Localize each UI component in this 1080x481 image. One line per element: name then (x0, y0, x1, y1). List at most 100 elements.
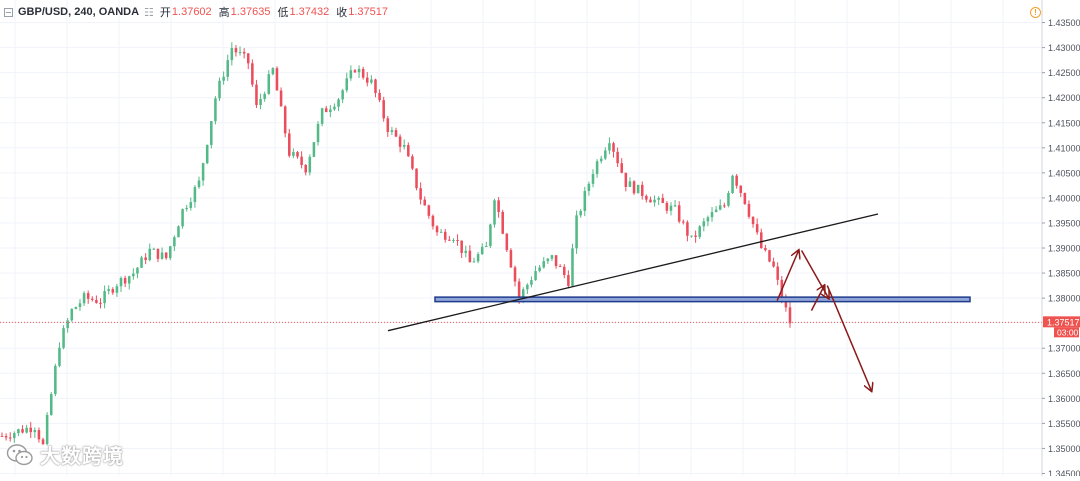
candle-body (144, 257, 147, 260)
candle-body (283, 106, 287, 134)
candle (226, 54, 230, 81)
price-tick-label: 1.41000 (1048, 143, 1080, 153)
candle-body (690, 235, 693, 237)
candle (632, 180, 636, 195)
candle (78, 299, 82, 311)
candle-body (25, 427, 28, 433)
candle-body (407, 145, 410, 157)
low-label: 低 (277, 7, 289, 19)
candle-body (788, 307, 792, 324)
candle (415, 168, 418, 191)
candle-body (624, 172, 628, 187)
price-tick-label: 1.37000 (1048, 344, 1080, 354)
candle-body (304, 164, 307, 173)
candle (136, 267, 139, 279)
settings-gear-icon[interactable]: ☷ (144, 6, 154, 19)
candle (127, 275, 131, 290)
candle-body (468, 250, 472, 263)
candle (743, 192, 747, 205)
current-price-label: 1.37517 (1047, 317, 1080, 327)
candle (645, 194, 648, 203)
candle (189, 197, 193, 211)
price-tick-label: 1.39000 (1048, 244, 1080, 254)
candle-body (612, 143, 615, 152)
candle (608, 137, 611, 155)
clock-alert-icon[interactable]: ! (1030, 7, 1041, 18)
price-axis[interactable]: 1.43500 1.43000 1.42500 1.42000 1.41500 1.410… (1042, 18, 1080, 479)
price-tick-label: 1.38000 (1048, 294, 1080, 304)
candle-body (649, 199, 652, 203)
candle (320, 107, 324, 127)
candle-body (0, 435, 4, 437)
candle (333, 103, 336, 111)
candle (37, 427, 41, 443)
candle (509, 248, 513, 268)
candle-body (214, 98, 217, 122)
candle (341, 88, 344, 104)
candle-body (653, 199, 656, 203)
candle-body (423, 199, 427, 206)
candle (86, 290, 90, 304)
candle-body (727, 193, 730, 206)
candle (210, 121, 213, 149)
candle-body (267, 74, 271, 94)
candle-body (398, 136, 402, 147)
candle (423, 196, 427, 206)
candle (390, 126, 394, 136)
candle-body (156, 248, 160, 259)
candle-body (743, 193, 747, 204)
candle (214, 96, 217, 125)
candle-body (353, 70, 357, 73)
candle (530, 276, 533, 288)
candle-body (300, 156, 303, 165)
candle (8, 432, 12, 442)
candle (554, 255, 558, 269)
candle (173, 235, 176, 252)
candle-body (628, 181, 632, 187)
candle-body (583, 190, 587, 211)
candle (497, 197, 500, 218)
candle (99, 298, 102, 309)
drawings[interactable] (0, 213, 1042, 391)
candle (710, 207, 714, 222)
collapse-icon[interactable] (4, 7, 13, 17)
candle-body (4, 436, 8, 438)
candle-body (534, 271, 537, 281)
candle (624, 172, 628, 192)
candle (690, 235, 693, 238)
candle-body (8, 437, 12, 439)
gridlines (0, 0, 1042, 476)
candle-body (505, 233, 509, 251)
candle-body (747, 203, 751, 217)
candle-body (755, 224, 759, 233)
candle-body (554, 255, 558, 267)
candle-body (521, 289, 525, 299)
candle (513, 265, 517, 287)
candle-body (386, 118, 390, 132)
price-tick-label: 1.40000 (1048, 193, 1080, 203)
candle-body (702, 221, 706, 227)
candle (45, 412, 49, 446)
candle-body (382, 100, 385, 119)
candle-body (645, 195, 648, 200)
candle (727, 190, 730, 208)
candle (370, 75, 373, 85)
price-tick-label: 1.41500 (1048, 118, 1080, 128)
symbol-title[interactable]: GBP/USD, 240, OANDA (18, 6, 140, 18)
candle-body (45, 414, 49, 445)
candle-body (567, 274, 570, 286)
high-label: 高 (218, 7, 230, 19)
candle (546, 258, 550, 264)
candle (275, 66, 279, 91)
candle (452, 238, 455, 243)
candle-body (706, 217, 710, 222)
candle (739, 185, 743, 198)
candle (300, 151, 303, 169)
candle (91, 296, 94, 302)
candle-body (197, 180, 201, 188)
candle-body (575, 215, 578, 249)
candle-body (361, 68, 365, 78)
candle-body (513, 267, 517, 282)
